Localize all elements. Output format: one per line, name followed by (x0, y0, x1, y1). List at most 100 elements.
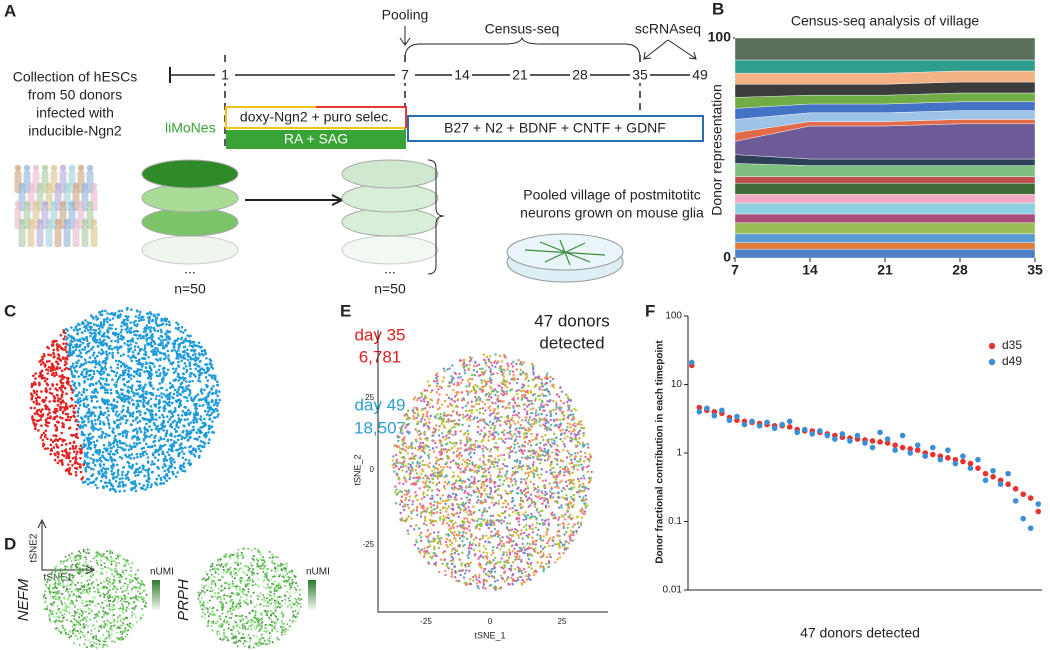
cell-dot (116, 391, 120, 395)
cell-dot (100, 366, 103, 369)
cell-dot (160, 482, 163, 485)
cell-dot (63, 363, 67, 367)
cell-dot (63, 602, 66, 604)
cell-dot (98, 338, 102, 341)
cell-dot (473, 416, 476, 419)
cell-dot (166, 451, 169, 454)
cell-dot (226, 610, 229, 613)
person (72, 225, 80, 247)
cell-dot (76, 414, 80, 418)
cell-dot (85, 405, 88, 409)
cell-dot (214, 592, 216, 595)
cell-dot (49, 353, 53, 357)
cell-dot (220, 563, 223, 566)
cell-dot (72, 450, 76, 454)
cell-dot (113, 346, 116, 350)
cell-dot (130, 423, 133, 427)
cell-dot (67, 351, 71, 354)
cell-dot (84, 638, 87, 641)
cell-dot (134, 595, 137, 598)
cell-dot (179, 330, 182, 333)
cell-dot (44, 407, 48, 411)
cell-dot (246, 603, 249, 606)
cell-dot (511, 580, 514, 583)
cell-dot (206, 589, 209, 592)
cell-dot (264, 624, 267, 626)
cell-dot (129, 625, 131, 628)
cell-dot (246, 579, 249, 582)
cell-dot (43, 376, 46, 380)
cell-dot (238, 603, 241, 606)
cell-dot (216, 620, 219, 623)
cell-dot (182, 345, 186, 349)
cell-dot (262, 594, 265, 597)
cell-dot (65, 619, 68, 621)
cell-dot (117, 638, 120, 641)
cell-dot (167, 357, 170, 361)
cell-dot (412, 398, 415, 401)
cell-dot (75, 453, 78, 456)
cell-dot (76, 436, 79, 440)
cell-dot (144, 327, 148, 330)
cell-dot (44, 405, 48, 409)
cell-dot (126, 430, 129, 434)
cell-dot (91, 345, 95, 349)
cell-dot (240, 637, 243, 640)
cell-dot (81, 348, 84, 351)
cell-dot (128, 348, 131, 351)
cell-dot (164, 338, 168, 341)
cell-dot (299, 605, 302, 608)
cell-dot (53, 615, 56, 618)
cell-dot (125, 600, 128, 603)
cell-dot (236, 645, 239, 648)
cell-dot (153, 456, 157, 459)
cell-dot (96, 486, 99, 490)
cell-dot (102, 587, 105, 590)
cell-dot (162, 425, 166, 429)
cell-dot (537, 489, 540, 492)
cell-dot (71, 563, 74, 566)
cell-dot (43, 447, 47, 451)
cell-dot (83, 358, 87, 362)
cell-dot (246, 585, 249, 588)
cell-dot (98, 591, 101, 594)
cell-dot (239, 596, 242, 599)
cell-dot (56, 349, 60, 352)
cell-dot (92, 645, 94, 648)
cell-dot (281, 619, 284, 622)
cell-dot (126, 419, 129, 422)
cell-dot (62, 586, 65, 589)
cell-dot (169, 456, 173, 460)
cell-dot (133, 348, 137, 352)
cell-dot (68, 593, 71, 596)
cell-dot (126, 397, 130, 401)
cell-dot (77, 608, 80, 611)
cell-dot (276, 596, 279, 599)
cell-dot (276, 630, 278, 633)
cell-dot (55, 339, 58, 343)
cell-dot (89, 481, 92, 485)
cell-dot (131, 350, 135, 354)
cell-dot (144, 366, 148, 369)
cell-dot (232, 627, 235, 630)
cell-dot (280, 627, 283, 630)
cell-dot (233, 636, 236, 639)
cell-dot (68, 426, 72, 430)
cell-dot (59, 408, 62, 412)
cell-dot (120, 617, 123, 620)
x-tick-label: 14 (802, 262, 818, 278)
cell-dot (67, 456, 71, 460)
cell-dot (197, 428, 200, 431)
cell-dot (210, 625, 213, 628)
cell-dot (181, 376, 185, 379)
cell-dot (212, 620, 215, 623)
cell-dot (278, 573, 281, 576)
cell-dot (250, 549, 253, 552)
day49-label: day 49 (354, 395, 405, 414)
cell-dot (119, 624, 122, 627)
cell-dot (245, 622, 248, 625)
cell-dot (71, 345, 75, 349)
cell-dot (76, 411, 80, 414)
cell-dot (144, 603, 147, 606)
cell-dot (211, 589, 214, 592)
